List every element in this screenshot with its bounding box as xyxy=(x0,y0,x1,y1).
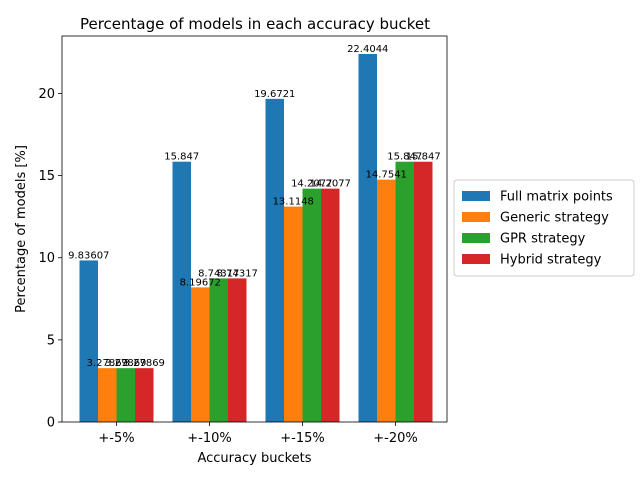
legend-entry: Generic strategy xyxy=(500,211,609,226)
y-tick-label: 20 xyxy=(38,87,55,102)
data-label: 3.27869 xyxy=(87,358,128,369)
bar xyxy=(321,188,340,422)
legend-swatch xyxy=(462,254,490,264)
bar xyxy=(191,287,210,422)
y-axis: 0 5 10 15 20 xyxy=(38,87,62,431)
plot-frame xyxy=(61,35,448,423)
legend-swatch xyxy=(462,212,490,222)
y-tick-label: 5 xyxy=(47,333,55,348)
data-label: 3.27869 xyxy=(124,358,165,369)
bars-group xyxy=(79,53,433,422)
x-tick-label: +-20% xyxy=(373,431,417,446)
y-tick-label: 15 xyxy=(38,169,55,184)
bar xyxy=(228,278,247,422)
data-label: 8.19672 xyxy=(180,277,221,288)
data-label: 15.847 xyxy=(406,152,441,163)
x-tick-label: +-5% xyxy=(98,431,134,446)
bar xyxy=(284,206,303,422)
legend: Full matrix points Generic strategy GPR st… xyxy=(453,179,635,277)
legend-entry: Hybrid strategy xyxy=(500,253,602,268)
chart-title: Percentage of models in each accuracy bu… xyxy=(80,15,430,33)
data-label: 8.74317 xyxy=(198,268,239,279)
data-label: 14.2077 xyxy=(291,179,332,190)
x-tick-label: +-10% xyxy=(187,431,231,446)
legend-swatch xyxy=(462,233,490,243)
bar xyxy=(302,188,321,422)
legend-swatch xyxy=(462,191,490,201)
data-label: 13.1148 xyxy=(273,197,314,208)
data-label: 19.6721 xyxy=(254,89,295,100)
data-label: 15.847 xyxy=(164,152,199,163)
data-label: 14.7541 xyxy=(366,170,407,181)
bar xyxy=(209,278,228,422)
bar xyxy=(414,161,433,422)
bar xyxy=(135,368,154,422)
data-labels-group: 9.83607 15.847 19.6721 22.4044 3.27869 8.1967… xyxy=(68,44,441,369)
bar xyxy=(116,368,135,422)
bar xyxy=(79,260,98,422)
bar xyxy=(358,53,377,422)
y-tick-label: 0 xyxy=(47,416,55,431)
data-label: 22.4044 xyxy=(347,44,388,55)
data-label: 15.847 xyxy=(387,152,422,163)
data-label: 14.2077 xyxy=(310,179,351,190)
y-tick-label: 10 xyxy=(38,251,55,266)
x-tick-label: +-15% xyxy=(280,431,324,446)
data-label: 3.27869 xyxy=(105,358,146,369)
legend-entry: Full matrix points xyxy=(500,190,613,205)
x-axis: +-5% +-10% +-15% +-20% xyxy=(98,422,418,446)
legend-frame xyxy=(453,179,635,277)
x-axis-label: Accuracy buckets xyxy=(197,451,311,466)
bar xyxy=(98,368,117,422)
y-axis-label: Percentage of models [%] xyxy=(14,145,29,313)
legend-entry: GPR strategy xyxy=(500,232,586,247)
bar xyxy=(377,179,396,422)
data-label: 9.83607 xyxy=(68,250,109,261)
data-label: 8.74317 xyxy=(217,268,258,279)
bar xyxy=(172,161,191,422)
bar xyxy=(395,161,414,422)
bar xyxy=(265,98,284,422)
